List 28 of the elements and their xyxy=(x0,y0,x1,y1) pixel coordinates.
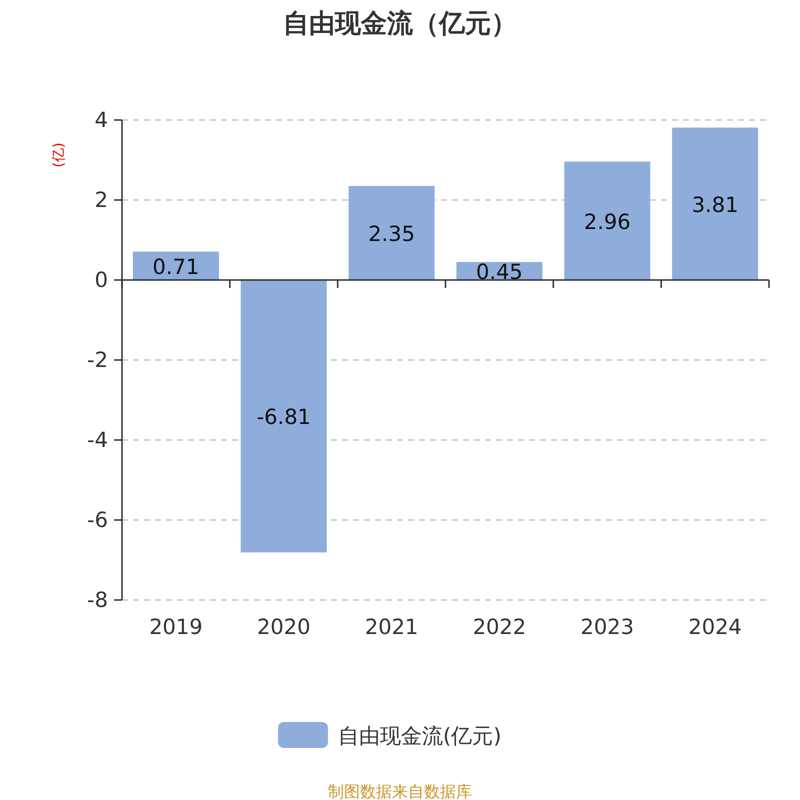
x-tick-label: 2020 xyxy=(257,615,310,639)
bar xyxy=(132,252,219,280)
y-tick-label: -4 xyxy=(87,428,108,452)
y-axis-title: (亿) xyxy=(51,142,67,168)
data-label: 0.71 xyxy=(152,254,200,279)
chart-title: 自由现金流（亿元） xyxy=(283,9,517,39)
x-tick-label: 2021 xyxy=(364,615,418,639)
text: 制图数据来自数据库 xyxy=(328,782,472,800)
y-tick-label: -8 xyxy=(87,588,108,612)
x-tick-label: 2023 xyxy=(580,615,634,639)
data-label: 0.45 xyxy=(476,260,523,284)
bar xyxy=(348,186,435,280)
x-tick-label: 2019 xyxy=(149,615,203,639)
data-label: 2.35 xyxy=(368,222,415,246)
data-label: 3.81 xyxy=(692,192,738,217)
y-tick-label: 2 xyxy=(94,188,108,212)
data-label: 2.96 xyxy=(584,210,631,234)
data-label: -6.81 xyxy=(256,405,311,430)
y-tick-label: -6 xyxy=(87,508,108,532)
y-tick-label: -2 xyxy=(87,348,108,372)
x-tick-label: 2022 xyxy=(472,615,526,639)
y-tick-label: 0 xyxy=(94,268,108,292)
bar xyxy=(672,128,758,280)
bar xyxy=(564,162,650,280)
legend-label: 自由现金流(亿元) xyxy=(338,724,502,748)
x-tick-label: 2024 xyxy=(688,615,742,639)
y-tick-label: 4 xyxy=(94,108,108,132)
bar xyxy=(240,280,327,552)
